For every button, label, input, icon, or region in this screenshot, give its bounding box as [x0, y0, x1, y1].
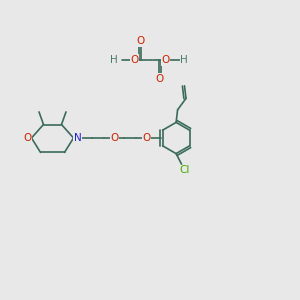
- Text: N: N: [74, 133, 81, 143]
- Text: O: O: [155, 74, 164, 84]
- Text: O: O: [161, 55, 170, 65]
- Text: Cl: Cl: [179, 165, 190, 176]
- Text: O: O: [136, 36, 145, 46]
- Text: O: O: [110, 133, 119, 143]
- Text: O: O: [23, 133, 32, 143]
- Text: H: H: [180, 55, 188, 65]
- Text: H: H: [110, 55, 118, 65]
- Text: O: O: [142, 133, 151, 143]
- Text: O: O: [130, 55, 139, 65]
